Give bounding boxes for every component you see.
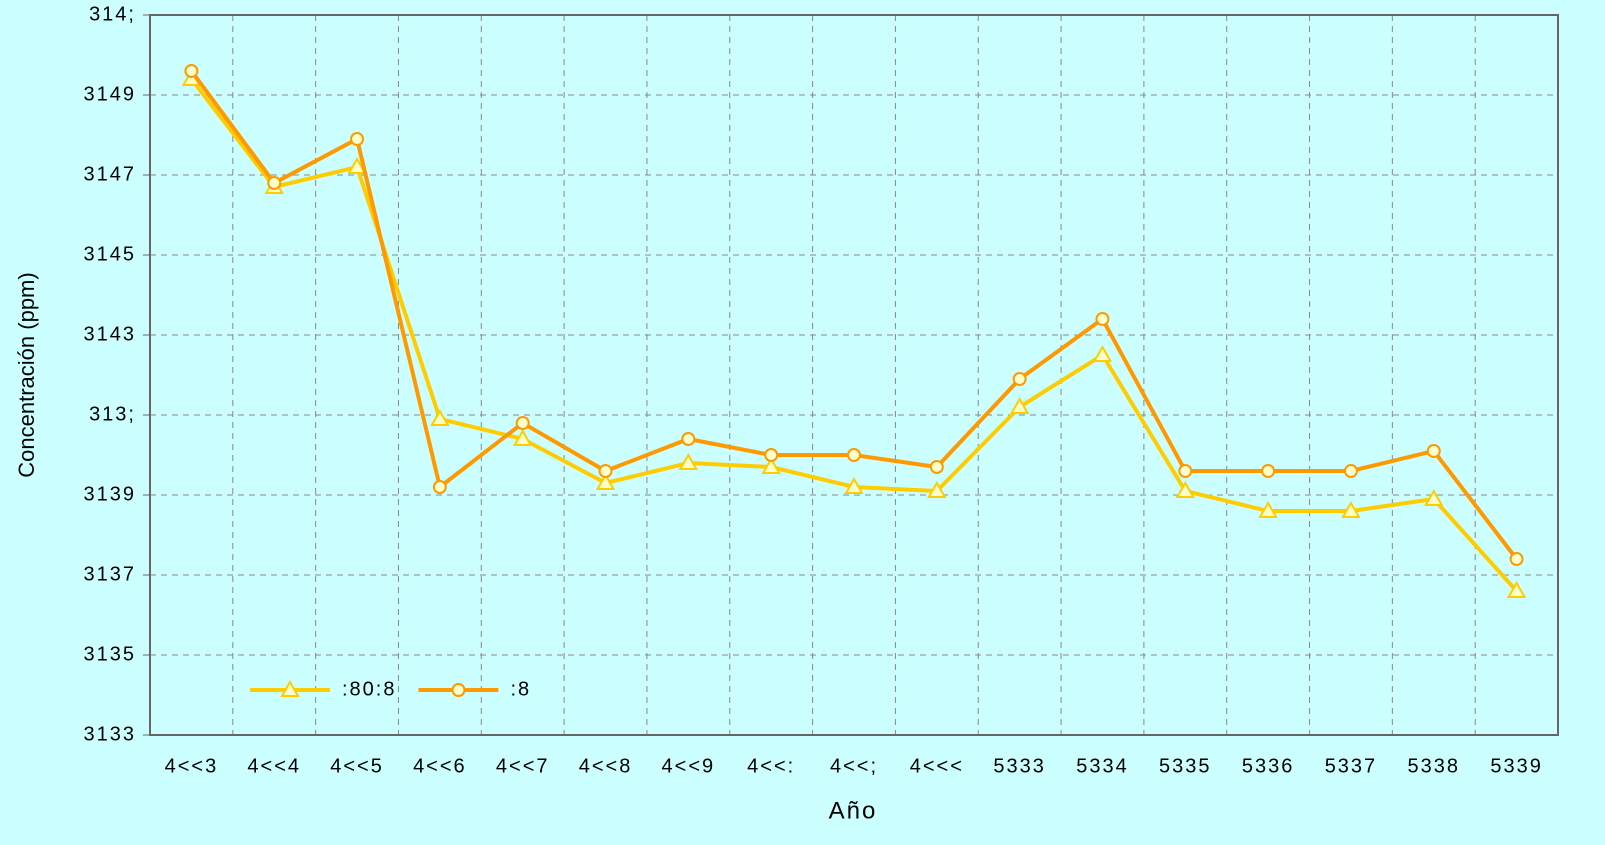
y-tick-label: 3137 — [84, 563, 137, 585]
data-point — [515, 416, 530, 430]
data-point — [430, 408, 450, 426]
plot-border — [149, 14, 1559, 736]
y-axis-label: Concentración (ppm) — [14, 272, 39, 477]
x-tick-label: 4<<; — [830, 755, 878, 777]
data-point — [1426, 444, 1441, 458]
y-tick-label: 313; — [89, 403, 136, 425]
x-tick-label: 5339 — [1490, 755, 1543, 777]
y-tick-label: 3133 — [84, 723, 137, 745]
data-point — [761, 456, 781, 474]
x-tick-label: 4<<7 — [496, 755, 550, 777]
data-point — [1012, 372, 1027, 386]
x-tick-label: 4<<8 — [579, 755, 633, 777]
y-tick-label: 3145 — [84, 243, 137, 265]
data-point — [598, 464, 613, 478]
data-point — [184, 64, 199, 78]
y-tick-label: 3139 — [84, 483, 137, 505]
plot-area — [150, 15, 1558, 735]
data-point — [350, 132, 365, 146]
legend-label: :80:8 — [342, 678, 396, 700]
x-tick-label: 4<<6 — [413, 755, 467, 777]
data-point — [1092, 344, 1113, 362]
data-point — [927, 480, 947, 498]
x-tick-label: 5333 — [993, 755, 1046, 777]
data-point — [347, 156, 367, 174]
x-tick-label: 5338 — [1408, 755, 1461, 777]
y-tick-label: 3135 — [84, 643, 137, 665]
x-tick-label: 5336 — [1242, 755, 1295, 777]
data-point — [681, 432, 696, 446]
data-point — [1341, 500, 1361, 518]
data-point — [1424, 488, 1444, 506]
data-point — [844, 476, 864, 494]
data-point — [1175, 480, 1196, 498]
x-tick-label: 5335 — [1159, 755, 1212, 777]
x-tick-label: 5334 — [1076, 755, 1129, 777]
x-tick-label: 4<<4 — [247, 755, 301, 777]
data-point — [847, 448, 861, 462]
x-tick-label: 4<<5 — [330, 755, 384, 777]
x-tick-label: 4<<9 — [662, 755, 716, 777]
legend-marker — [280, 679, 300, 697]
x-tick-label: 4<<< — [910, 755, 964, 777]
y-tick-label: 3149 — [84, 83, 137, 105]
data-point — [1009, 396, 1030, 414]
data-point — [1178, 464, 1193, 478]
legend-label: :8 — [510, 678, 531, 700]
data-point — [512, 428, 533, 446]
data-point — [1261, 464, 1276, 478]
data-point — [432, 480, 447, 494]
data-point — [267, 176, 282, 190]
data-point — [1343, 464, 1358, 478]
data-point — [678, 452, 699, 470]
x-tick-label: 5337 — [1325, 755, 1378, 777]
data-point — [764, 448, 779, 462]
data-point — [1095, 312, 1110, 326]
legend-marker — [451, 683, 466, 697]
x-tick-label: 4<<: — [747, 755, 795, 777]
y-tick-label: 3147 — [84, 163, 137, 185]
data-point — [1258, 500, 1278, 518]
y-tick-label: 3143 — [84, 323, 137, 345]
y-tick-label: 314; — [89, 3, 136, 25]
data-point — [1509, 552, 1524, 566]
data-point — [1506, 580, 1527, 598]
data-point — [929, 460, 944, 474]
x-tick-label: 4<<3 — [165, 755, 219, 777]
x-axis-label: Año — [829, 797, 878, 824]
data-point — [595, 472, 616, 490]
